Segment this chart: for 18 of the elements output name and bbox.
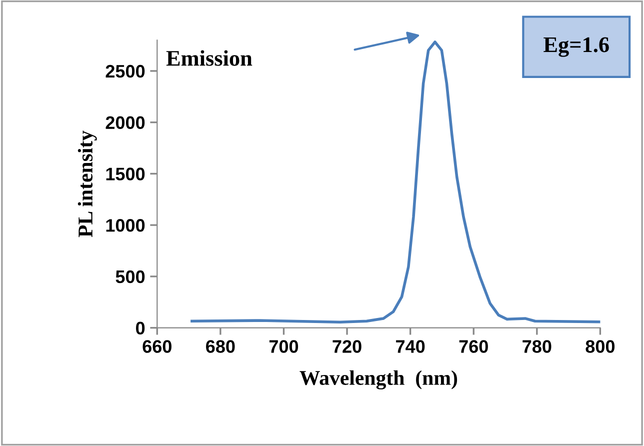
y-tick-label: 1000 <box>106 219 145 232</box>
x-tick-label: 660 <box>142 340 172 353</box>
x-tick-label: 720 <box>332 340 362 353</box>
x-tick-label: 780 <box>522 340 552 353</box>
y-tick-label: 2500 <box>106 64 145 78</box>
x-tick-label: 680 <box>206 340 235 353</box>
y-tick-label: 0 <box>136 322 145 335</box>
annotation: Emission <box>166 50 252 66</box>
y-tick-label: 2000 <box>106 116 145 130</box>
x-tick-label: 800 <box>586 340 615 353</box>
y-tick-label: 1500 <box>106 168 145 180</box>
x-tick-label: 760 <box>459 340 488 353</box>
x-tick-label: 740 <box>396 340 425 353</box>
x-axis-title: Wavelength (nm) <box>300 370 458 390</box>
x-tick-label: 700 <box>269 340 298 353</box>
y-axis-title: PL intensity <box>78 130 97 238</box>
annotation: Eg=1.6 <box>544 37 609 57</box>
y-tick-label: 500 <box>116 270 145 284</box>
